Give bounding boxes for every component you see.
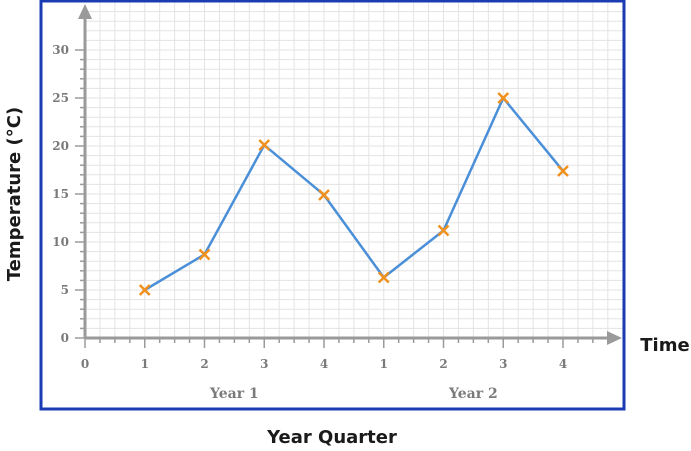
x-axis-label: Year Quarter [266, 427, 397, 448]
tick-labels: 5 10 15 20 25 30 00 1 2 3 4 1 2 3 4 Year 1 Year 2 [52, 43, 567, 402]
grid [85, 1, 624, 338]
data-point-marker [138, 284, 151, 296]
x-tick-label: 1 [141, 357, 149, 371]
plot-frame [39, 0, 626, 411]
x-tick-label: 3 [499, 357, 507, 371]
y-axis-label: Temperature (°C) [4, 107, 25, 281]
data-point-marker [497, 92, 510, 104]
data-point-marker [377, 271, 390, 284]
y-tick-label: 30 [52, 43, 69, 57]
y-tick-label: 20 [52, 139, 69, 153]
x-tick-label: 4 [320, 357, 328, 371]
y-tick-label: 25 [52, 91, 69, 105]
x-group-label: Year 2 [448, 386, 498, 402]
y-tick-label: 10 [52, 235, 69, 249]
data-point-marker [318, 189, 330, 201]
x-tick-label: 2 [439, 357, 447, 371]
data-point-marker [198, 248, 211, 261]
x-tick-label: 1 [380, 357, 388, 371]
y-tick-label: 15 [52, 187, 69, 201]
x-axis-end-label: Time [640, 335, 689, 356]
x-tick-label: 4 [559, 357, 567, 371]
axes [78, 4, 622, 345]
x-tick-label: 3 [260, 357, 268, 371]
x-tick-label: 2 [200, 357, 208, 371]
x-origin-label: 0 [81, 357, 89, 371]
series-line [144, 96, 564, 292]
x-group-label: Year 1 [209, 386, 259, 402]
tick-marks [75, 49, 594, 348]
data-point-marker [437, 224, 450, 237]
x-axis-arrow [607, 331, 622, 345]
y-origin-label: 0 [61, 331, 69, 345]
data-point-marker [557, 165, 569, 177]
y-axis-arrow [78, 4, 92, 19]
data-point-marker [258, 139, 271, 151]
series [138, 92, 569, 296]
y-tick-label: 5 [61, 283, 69, 297]
